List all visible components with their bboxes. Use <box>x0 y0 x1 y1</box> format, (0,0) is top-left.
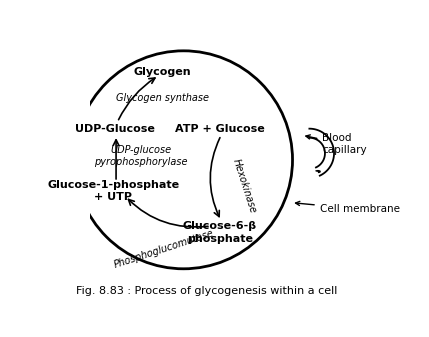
Text: Phosphoglucomutase: Phosphoglucomutase <box>113 228 215 270</box>
Text: Glycogen synthase: Glycogen synthase <box>116 93 209 102</box>
Text: ATP + Glucose: ATP + Glucose <box>175 124 265 134</box>
Text: Glucose-1-phosphate
+ UTP: Glucose-1-phosphate + UTP <box>48 180 179 202</box>
Text: UDP-glucose
pyrophosphorylase: UDP-glucose pyrophosphorylase <box>94 145 187 167</box>
Text: Glycogen: Glycogen <box>134 67 192 76</box>
Text: Cell membrane: Cell membrane <box>296 201 400 214</box>
Text: Glucose-6-β
phosphate: Glucose-6-β phosphate <box>183 221 257 244</box>
Text: Fig. 8.83 : Process of glycogenesis within a cell: Fig. 8.83 : Process of glycogenesis with… <box>76 286 338 296</box>
Text: Hexokinase: Hexokinase <box>231 157 258 214</box>
Text: UDP-Glucose: UDP-Glucose <box>75 124 155 134</box>
Text: Blood
capillary: Blood capillary <box>306 133 367 155</box>
